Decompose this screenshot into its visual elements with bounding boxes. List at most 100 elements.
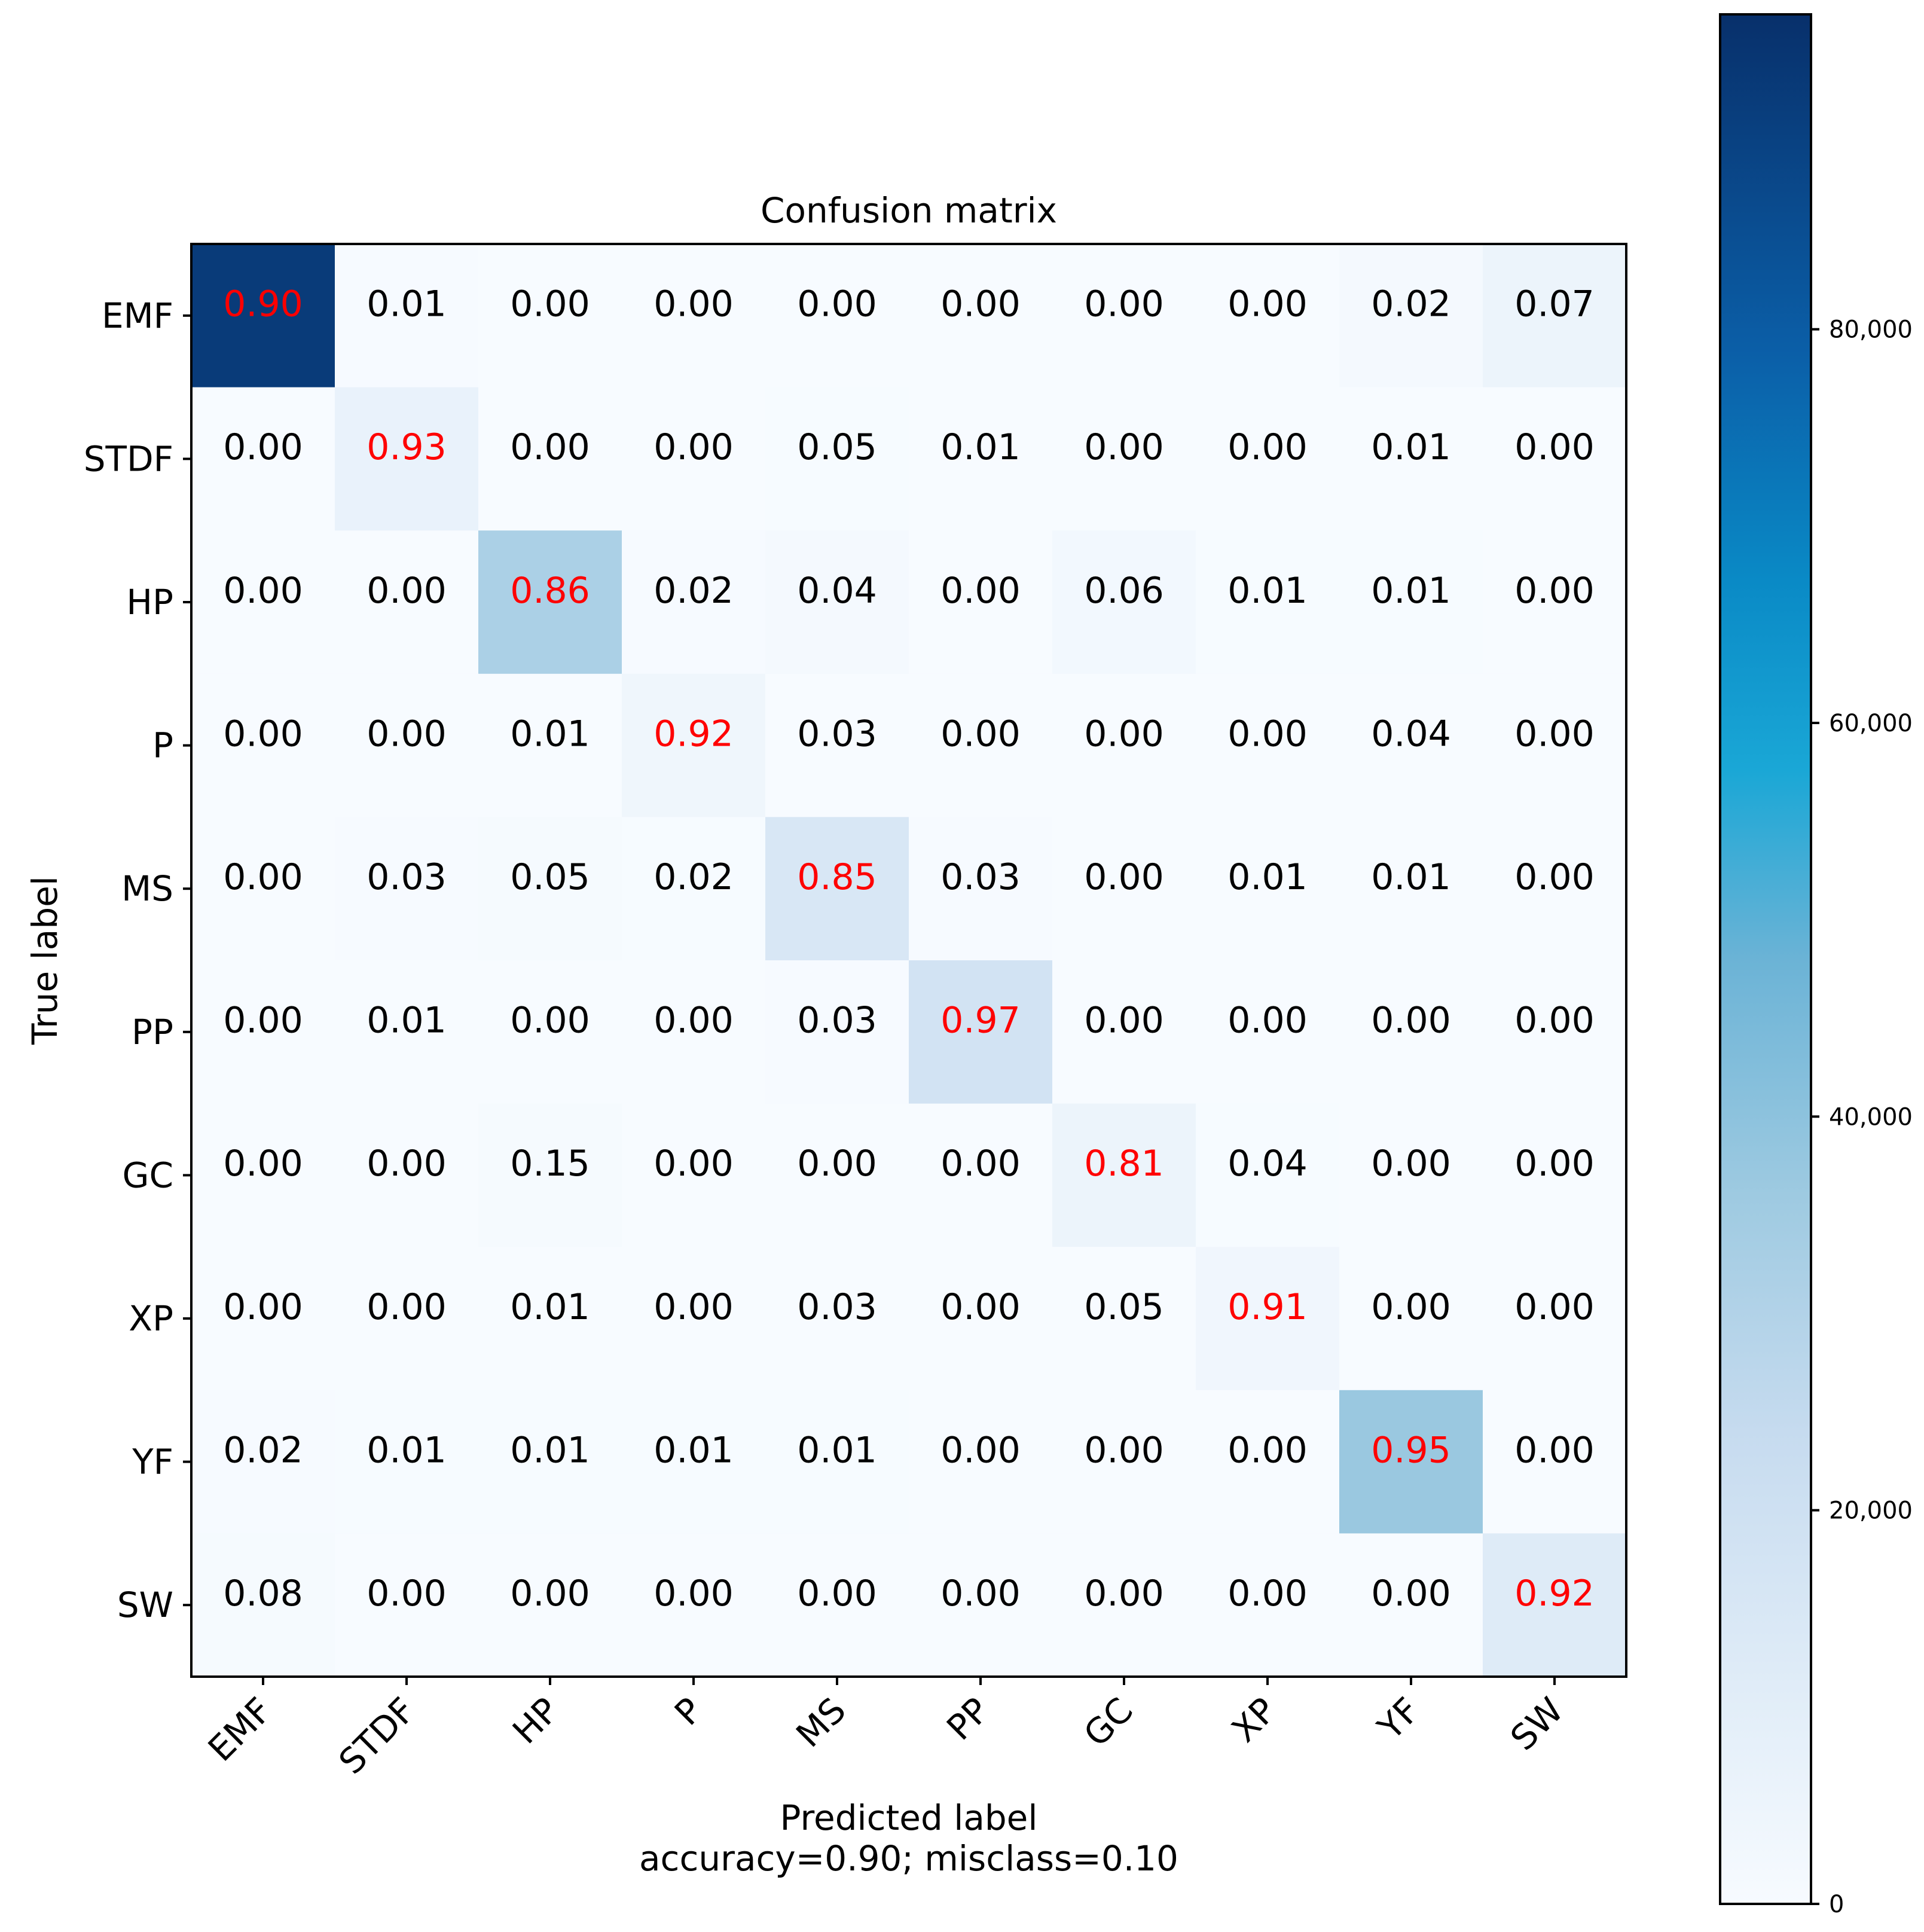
- heatmap-cell: [191, 387, 335, 531]
- y-axis-ticks: EMF STDF HP P MS PP GC XP YF SW: [84, 295, 191, 1625]
- cell-value-label: 0.00: [653, 1573, 734, 1614]
- cell-value-label: 0.00: [797, 1143, 877, 1185]
- chart-title: Confusion matrix: [761, 190, 1057, 231]
- plot-frame: [190, 243, 1627, 1678]
- x-tick-label: STDF: [331, 1690, 423, 1782]
- x-tick-label: MS: [788, 1690, 854, 1756]
- cell-value-label: 0.00: [653, 1000, 734, 1042]
- heatmap-cell: [1196, 817, 1340, 961]
- cell-value-label: 0.00: [1227, 1573, 1308, 1614]
- heatmap-cell: [1196, 530, 1340, 674]
- heatmap-cell: [1483, 244, 1627, 388]
- cell-value-label: 0.91: [1227, 1286, 1308, 1328]
- heatmap-cell: [191, 817, 335, 961]
- cell-value-label: 0.00: [223, 570, 303, 612]
- cell-value-label: 0.81: [1084, 1143, 1164, 1185]
- cell-value-label: 0.97: [940, 1000, 1021, 1042]
- cell-value-label: 0.00: [223, 1000, 303, 1042]
- heatmap-cell: [1196, 1103, 1340, 1247]
- heatmap-cell: [1339, 530, 1483, 674]
- cell-value-label: 0.00: [1084, 1000, 1164, 1042]
- cell-value-label: 0.93: [367, 426, 447, 468]
- heatmap-cell: [478, 1533, 622, 1677]
- heatmap-cell: [622, 387, 766, 531]
- cell-value-label: 0.00: [940, 1429, 1021, 1471]
- heatmap-cell: [909, 244, 1053, 388]
- heatmap-cell: [1052, 960, 1196, 1104]
- cell-value-label: 0.00: [653, 283, 734, 325]
- cell-value-label: 0.00: [1227, 713, 1308, 755]
- cell-value-label: 0.01: [1227, 856, 1308, 898]
- heatmap-cell: [765, 960, 909, 1104]
- cell-value-label: 0.00: [940, 283, 1021, 325]
- colorbar-tick-label: 0: [1829, 1891, 1844, 1918]
- y-tick-label: STDF: [84, 438, 173, 479]
- cell-value-label: 0.01: [510, 713, 590, 755]
- cell-value-label: 0.85: [797, 856, 877, 898]
- cell-value-label: 0.01: [1371, 426, 1451, 468]
- cell-value-label: 0.00: [797, 1573, 877, 1614]
- cell-value-label: 0.00: [1084, 1573, 1164, 1614]
- y-tick-label: PP: [132, 1012, 173, 1052]
- y-tick-label: XP: [129, 1298, 173, 1339]
- cell-value-label: 0.01: [653, 1429, 734, 1471]
- heatmap-cell: [1339, 244, 1483, 388]
- cell-value-label: 0.01: [1227, 570, 1308, 612]
- cell-value-label: 0.00: [940, 1286, 1021, 1328]
- heatmap-cell: [335, 1533, 479, 1677]
- colorbar-tick-label: 20,000: [1829, 1497, 1913, 1525]
- heatmap-cell: [478, 530, 622, 674]
- cell-value-label: 0.00: [1514, 1429, 1595, 1471]
- cell-value-label: 0.00: [1371, 1000, 1451, 1042]
- x-tick-label: P: [667, 1690, 710, 1733]
- x-tick-label: XP: [1224, 1690, 1284, 1750]
- colorbar: [1719, 13, 1812, 1905]
- cell-value-label: 0.00: [367, 1143, 447, 1185]
- colorbar-tick-label: 60,000: [1829, 710, 1913, 737]
- cell-value-label: 0.15: [510, 1143, 590, 1185]
- heatmap-cell: [909, 960, 1053, 1104]
- heatmap-cell: [1052, 244, 1196, 388]
- x-tick-label: PP: [939, 1690, 997, 1748]
- accuracy-note: accuracy=0.90; misclass=0.10: [639, 1838, 1178, 1879]
- heatmap-cell: [1196, 244, 1340, 388]
- cell-value-label: 0.00: [1227, 1000, 1308, 1042]
- cell-value-label: 0.01: [1371, 856, 1451, 898]
- heatmap-cell: [1052, 387, 1196, 531]
- y-tick-label: SW: [117, 1585, 173, 1625]
- cell-value-label: 0.00: [510, 1573, 590, 1614]
- cell-value-label: 0.00: [510, 283, 590, 325]
- cell-value-label: 0.07: [1514, 283, 1595, 325]
- x-axis-label: Predicted label: [780, 1797, 1038, 1838]
- y-tick-label: MS: [121, 868, 173, 909]
- cell-value-label: 0.03: [797, 1000, 877, 1042]
- heatmap-cell: [1196, 673, 1340, 817]
- heatmap-cell: [765, 1533, 909, 1677]
- cell-value-label: 0.00: [1227, 283, 1308, 325]
- heatmap-cell: [335, 673, 479, 817]
- heatmap-cell: [765, 1390, 909, 1534]
- cell-value-label: 0.01: [367, 1000, 447, 1042]
- cell-value-label: 0.92: [653, 713, 734, 755]
- y-tick-label: HP: [126, 582, 173, 622]
- heatmap-cell: [1196, 387, 1340, 531]
- colorbar-ticks: 0 20,000 40,000 60,000 80,000: [1811, 316, 1913, 1918]
- heatmap-cell: [1483, 530, 1627, 674]
- heatmap-cell: [909, 387, 1053, 531]
- heatmap-cell: [765, 817, 909, 961]
- cell-value-label: 0.02: [653, 570, 734, 612]
- cell-value-label: 0.03: [367, 856, 447, 898]
- cell-value-label: 0.00: [940, 570, 1021, 612]
- heatmap-cell: [1339, 1390, 1483, 1534]
- heatmap-cell: [191, 960, 335, 1104]
- y-tick-label: P: [152, 725, 173, 766]
- cell-value-label: 0.00: [1084, 426, 1164, 468]
- cell-value-label: 0.00: [1084, 856, 1164, 898]
- heatmap-cell: [622, 1533, 766, 1677]
- colorbar-tick-label: 40,000: [1829, 1103, 1913, 1131]
- heatmap-cell: [1339, 1247, 1483, 1391]
- x-tick-label: YF: [1369, 1690, 1427, 1748]
- cell-value-label: 0.00: [223, 1286, 303, 1328]
- cell-value-label: 0.00: [940, 1143, 1021, 1185]
